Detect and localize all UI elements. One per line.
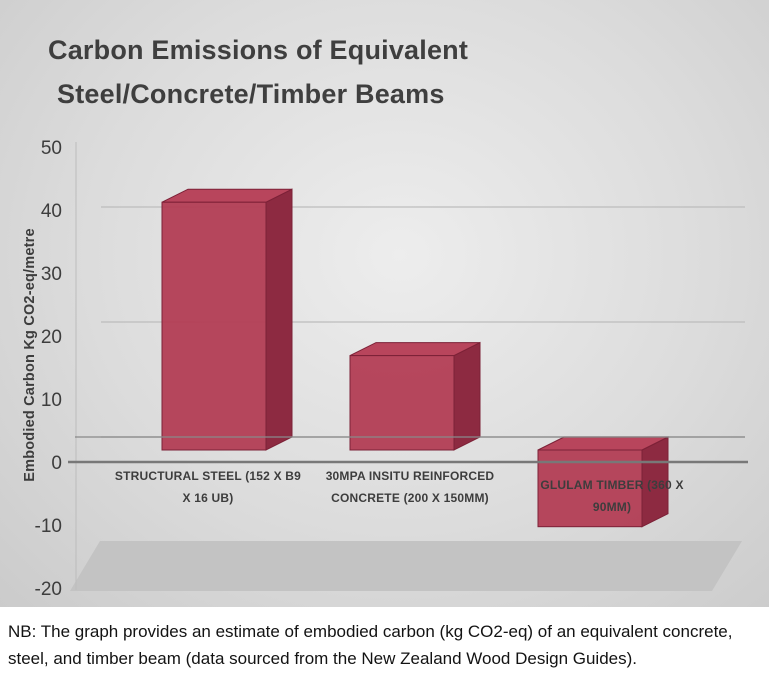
y-tick-label--20: -20 <box>35 579 62 600</box>
plot-svg: 50 40 30 20 10 0 -10 -20 STRUCTURAL STEEL (152 X… <box>35 138 748 600</box>
y-axis-title: Embodied Carbon Kg CO2-eq/metre <box>22 228 38 482</box>
chart-title-line-1: Carbon Emissions of Equivalent <box>48 35 469 65</box>
chart-panel: 50 40 30 20 10 0 -10 -20 STRUCTURAL STEEL (152 X… <box>0 0 769 607</box>
y-tick-label-10: 10 <box>41 390 62 411</box>
x-category-label-structural-steel: STRUCTURAL STEEL (152 X B9 X 16 UB) <box>115 469 301 505</box>
x-category-label-line: 90MM) <box>593 500 631 514</box>
x-category-label-line: STRUCTURAL STEEL (152 X B9 <box>115 469 301 483</box>
y-tick-label-40: 40 <box>41 201 62 222</box>
y-tick-label-30: 30 <box>41 264 62 285</box>
bar-front-face <box>161 201 267 451</box>
bar-front-face <box>349 355 455 451</box>
bar-side-face <box>265 188 293 451</box>
x-category-label-line: CONCRETE (200 X 150MM) <box>331 491 489 505</box>
x-category-label-glulam-timber: GLULAM TIMBER (360 X 90MM) <box>540 478 683 514</box>
floor <box>70 541 742 591</box>
x-category-label-reinforced-concrete: 30MPA INSITU REINFORCED CONCRETE (200 X 1… <box>326 469 495 505</box>
y-tick-label-20: 20 <box>41 327 62 348</box>
bar-structural-steel <box>161 188 293 451</box>
y-tick-label-0: 0 <box>51 453 62 474</box>
bar-reinforced-concrete <box>349 341 481 451</box>
x-category-label-line: GLULAM TIMBER (360 X <box>540 478 683 492</box>
bar-side-face <box>453 341 481 451</box>
note-text: NB: The graph provides an estimate of em… <box>0 607 769 695</box>
y-tick-label--10: -10 <box>35 516 62 537</box>
y-tick-label-50: 50 <box>41 138 62 159</box>
chart-title: Carbon Emissions of Equivalent Steel/Con… <box>48 28 468 116</box>
chart-title-line-2: Steel/Concrete/Timber Beams <box>57 79 445 109</box>
x-category-label-line: 30MPA INSITU REINFORCED <box>326 469 495 483</box>
x-category-label-line: X 16 UB) <box>183 491 234 505</box>
